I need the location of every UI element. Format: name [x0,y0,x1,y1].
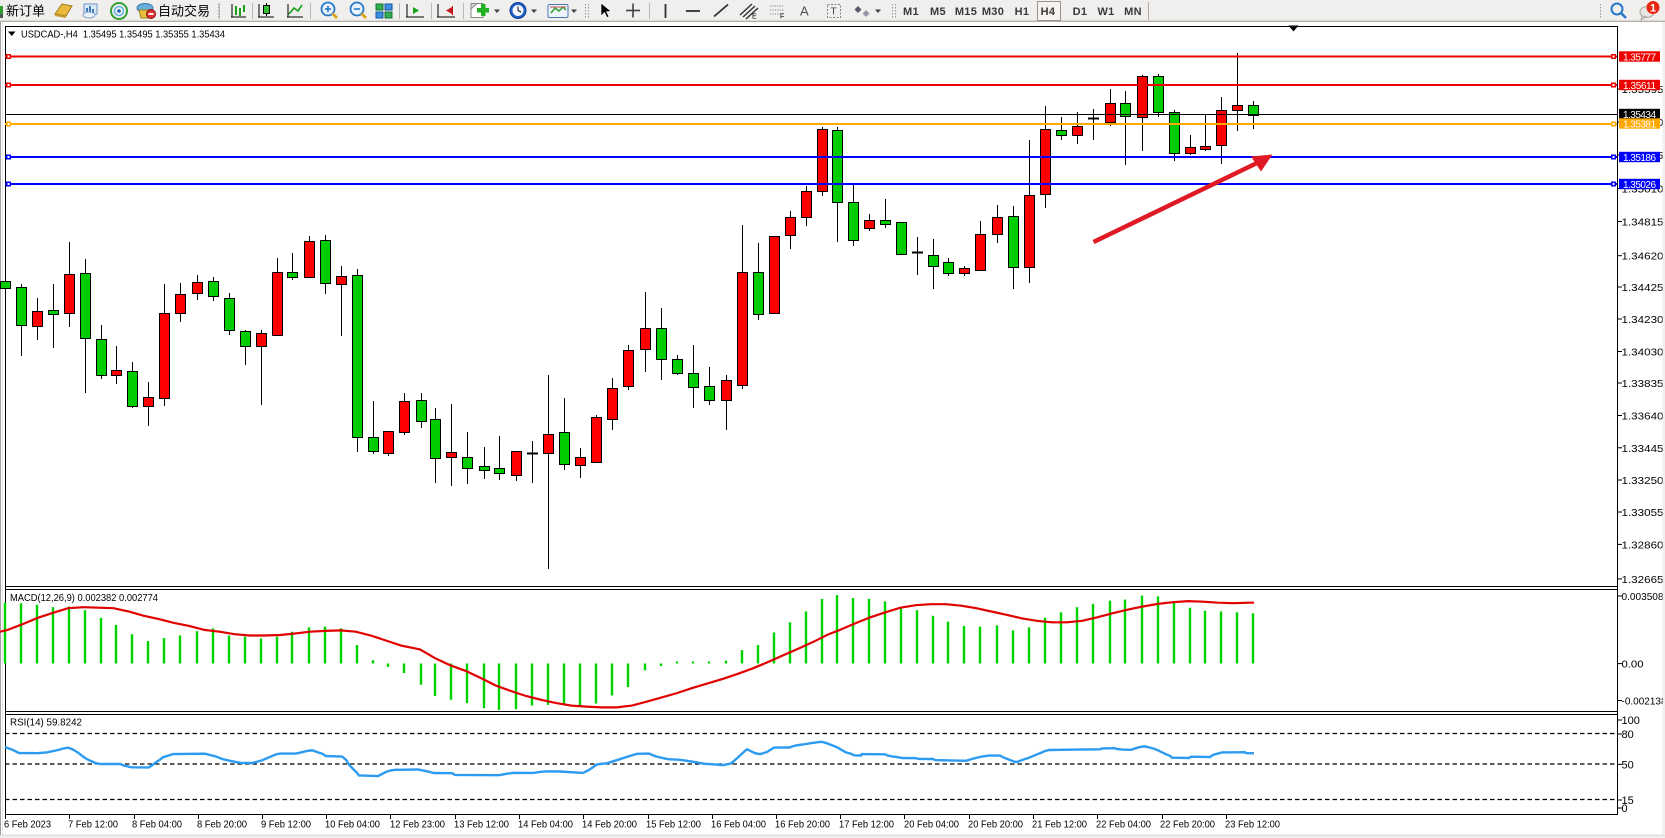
svg-text:1.34815: 1.34815 [1622,217,1664,229]
svg-text:0: 0 [1622,803,1628,815]
svg-text:1.34620: 1.34620 [1622,251,1664,263]
svg-text:14 Feb 20:00: 14 Feb 20:00 [582,819,637,831]
svg-text:20 Feb 04:00: 20 Feb 04:00 [904,819,959,831]
svg-text:1.35777: 1.35777 [1623,52,1656,63]
svg-text:1.33250: 1.33250 [1622,475,1664,487]
svg-text:15 Feb 12:00: 15 Feb 12:00 [646,819,701,831]
svg-text:MACD(12,26,9) 0.002382 0.00277: MACD(12,26,9) 0.002382 0.002774 [10,592,158,604]
svg-text:1.34030: 1.34030 [1622,347,1664,359]
svg-text:M5: M5 [930,6,946,18]
svg-text:50: 50 [1622,759,1634,771]
svg-text:16 Feb 20:00: 16 Feb 20:00 [775,819,830,831]
svg-text:9 Feb 12:00: 9 Feb 12:00 [261,819,311,831]
svg-text:1.35026: 1.35026 [1623,180,1656,191]
svg-text:16 Feb 04:00: 16 Feb 04:00 [711,819,766,831]
svg-text:USDCAD-,H4 1.35495 1.35495 1.: USDCAD-,H4 1.35495 1.35495 1.35355 1.354… [21,29,225,41]
svg-text:1.35381: 1.35381 [1623,119,1656,130]
svg-text:1.35611: 1.35611 [1623,81,1656,92]
svg-text:8 Feb 20:00: 8 Feb 20:00 [197,819,247,831]
svg-text:1.33055: 1.33055 [1622,507,1664,519]
svg-text:21 Feb 12:00: 21 Feb 12:00 [1032,819,1087,831]
svg-text:0.003508: 0.003508 [1622,591,1664,603]
svg-text:12 Feb 23:00: 12 Feb 23:00 [390,819,445,831]
svg-text:1.35186: 1.35186 [1623,153,1656,164]
svg-text:22 Feb 04:00: 22 Feb 04:00 [1096,819,1151,831]
svg-text:1.32860: 1.32860 [1622,539,1664,551]
svg-text:M1: M1 [903,6,919,18]
svg-text:M30: M30 [982,6,1004,18]
svg-text:RSI(14) 59.8242: RSI(14) 59.8242 [10,717,82,729]
svg-text:15: 15 [1622,795,1634,807]
svg-text:E: E [752,14,757,21]
svg-text:7 Feb 12:00: 7 Feb 12:00 [68,819,118,831]
svg-text:17 Feb 12:00: 17 Feb 12:00 [839,819,894,831]
svg-text:1.33445: 1.33445 [1622,443,1664,455]
svg-text:1.34230: 1.34230 [1622,314,1664,326]
svg-text:H1: H1 [1015,6,1030,18]
svg-text:14 Feb 04:00: 14 Feb 04:00 [518,819,573,831]
svg-text:1: 1 [1650,3,1656,15]
svg-text:1.34425: 1.34425 [1622,282,1664,294]
svg-text:8 Feb 04:00: 8 Feb 04:00 [132,819,182,831]
svg-text:20 Feb 20:00: 20 Feb 20:00 [968,819,1023,831]
svg-text:23 Feb 12:00: 23 Feb 12:00 [1225,819,1280,831]
svg-text:H4: H4 [1041,6,1056,18]
svg-text:-0.002138: -0.002138 [1622,695,1665,707]
svg-text:10 Feb 04:00: 10 Feb 04:00 [325,819,380,831]
svg-text:自动交易: 自动交易 [158,4,210,19]
svg-text:1.33835: 1.33835 [1622,378,1664,390]
svg-text:1.35434: 1.35434 [1623,110,1656,121]
svg-text:13 Feb 12:00: 13 Feb 12:00 [454,819,509,831]
svg-text:MN: MN [1124,6,1142,18]
svg-text:T: T [831,7,837,18]
svg-text:22 Feb 20:00: 22 Feb 20:00 [1160,819,1215,831]
svg-text:80: 80 [1622,729,1634,741]
svg-text:1.33640: 1.33640 [1622,411,1664,423]
svg-text:W1: W1 [1097,6,1114,18]
svg-text:新订单: 新订单 [6,4,45,19]
svg-text:6 Feb 2023: 6 Feb 2023 [4,819,51,831]
svg-text:1.32665: 1.32665 [1622,574,1664,586]
svg-text:100: 100 [1622,715,1640,727]
svg-text:D1: D1 [1073,6,1088,18]
svg-text:M15: M15 [955,6,977,18]
svg-text:0.00: 0.00 [1622,658,1644,670]
svg-text:F: F [780,14,784,21]
svg-text:A: A [800,4,809,19]
